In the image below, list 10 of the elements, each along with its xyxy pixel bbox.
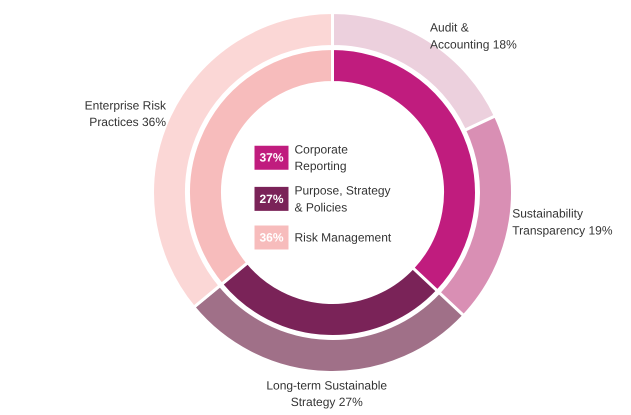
legend-label: Risk Management: [294, 230, 392, 244]
legend-label: Purpose, Strategy & Policies: [294, 184, 391, 214]
category-label: Enterprise Risk Practices 36%: [84, 98, 166, 130]
data-label: 27%: [259, 192, 284, 206]
category-label: Sustainability Transparency 19%: [512, 206, 613, 238]
category-label: Audit & Accounting 18%: [430, 20, 517, 52]
data-label: 37%: [259, 150, 284, 165]
data-label: 36%: [259, 230, 284, 244]
category-label: Long-term Sustainable Strategy 27%: [266, 378, 388, 410]
legend-label: Corporate Reporting: [294, 142, 348, 174]
